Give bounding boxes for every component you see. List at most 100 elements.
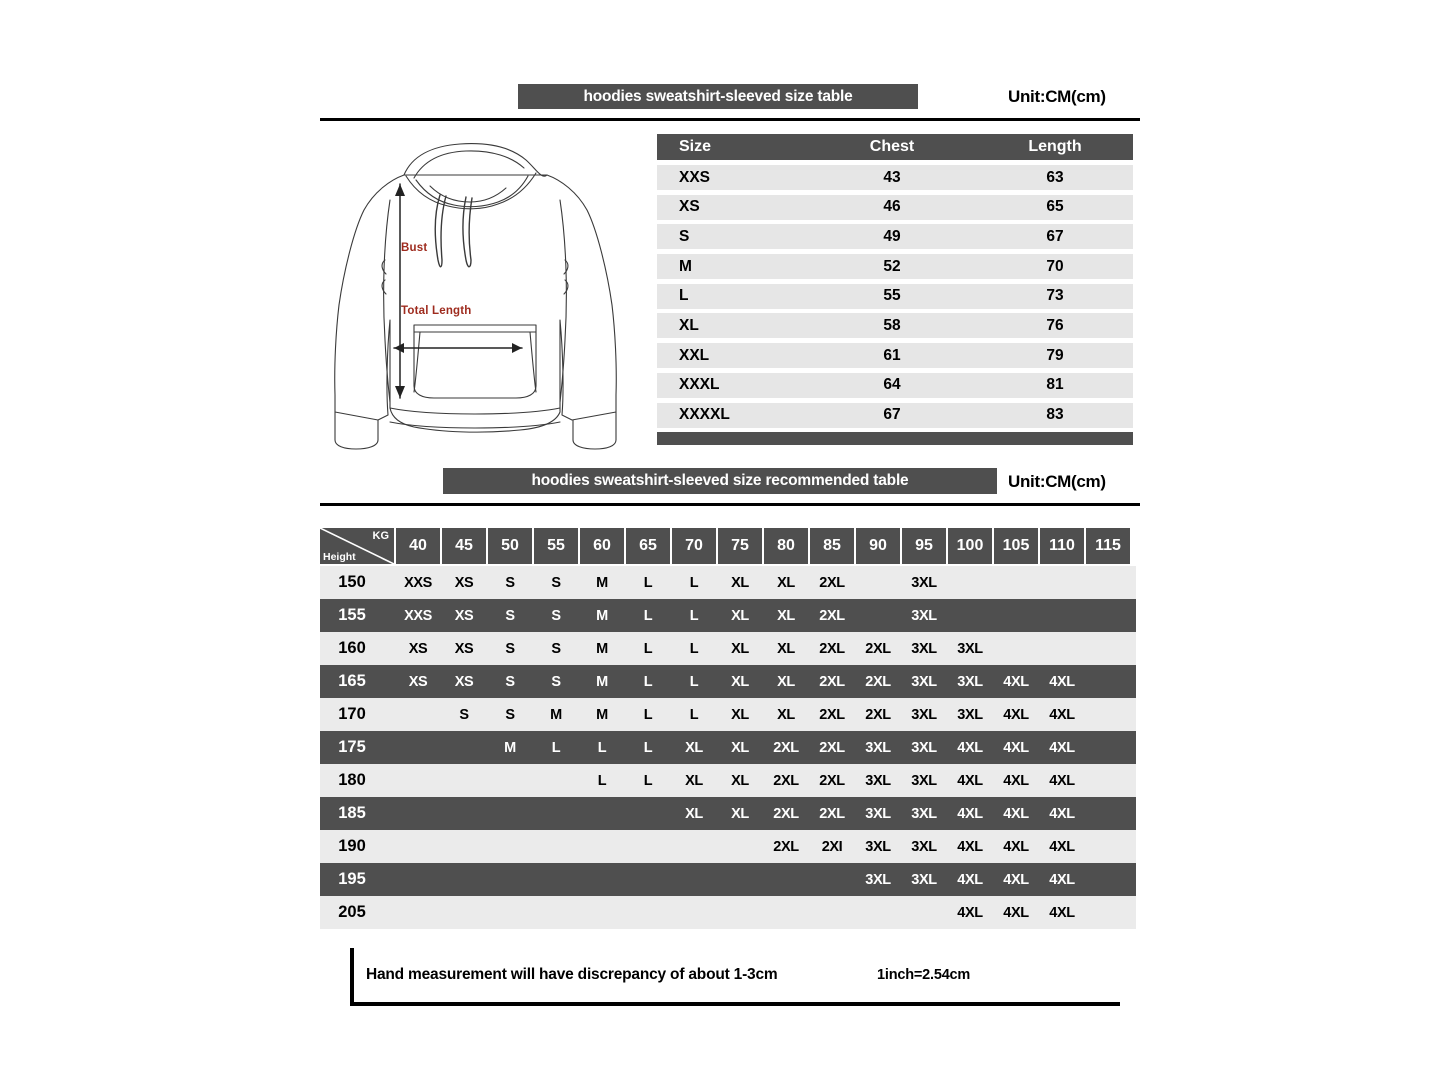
column-header-length: Length xyxy=(1028,138,1082,155)
cell-recommended-size: 2XL xyxy=(819,706,845,723)
table-row: 150 XXS XS S S M L L XL XL 2XL 3XL xyxy=(320,566,1136,599)
cell-recommended-size: 4XL xyxy=(1003,904,1029,921)
weight-column-header: 105 xyxy=(994,528,1038,564)
weight-column-header: 50 xyxy=(488,528,532,564)
cell-recommended-size: 2XL xyxy=(819,739,845,756)
cell-recommended-size: 4XL xyxy=(1003,673,1029,690)
cell-recommended-size: 4XL xyxy=(1049,772,1075,789)
cell-recommended-size: 3XL xyxy=(865,772,891,789)
weight-column-header: 65 xyxy=(626,528,670,564)
cell-recommended-size: 2XL xyxy=(819,772,845,789)
size-table-unit-label: Unit:CM(cm) xyxy=(1008,87,1106,106)
cell-size: XS xyxy=(679,198,700,216)
cell-chest: 55 xyxy=(883,287,901,305)
cell-size: XXS xyxy=(679,168,711,186)
cell-recommended-size: 2XL xyxy=(773,739,799,756)
height-row-label: 190 xyxy=(338,837,366,855)
cell-length: 81 xyxy=(1046,376,1064,394)
divider-rule-top xyxy=(320,118,1140,121)
cell-recommended-size: 3XL xyxy=(957,640,983,657)
cell-recommended-size: L xyxy=(643,673,653,690)
cell-recommended-size: L xyxy=(689,673,699,690)
weight-column-header: 115 xyxy=(1086,528,1130,564)
cell-chest: 64 xyxy=(883,376,901,394)
cell-recommended-size: 3XL xyxy=(911,805,937,822)
weight-column-header: 55 xyxy=(534,528,578,564)
footer-bracket-horizontal xyxy=(350,1002,1120,1006)
size-recommendation-table: KG Height 40 45 50 55 60 65 70 75 80 85 90 95 100 105… xyxy=(320,528,1136,929)
cell-recommended-size: 2XL xyxy=(819,574,845,591)
cell-length: 76 xyxy=(1046,316,1064,334)
cell-recommended-size: 2XL xyxy=(773,772,799,789)
size-table-body: XXS 43 63 XS 46 65 S 49 67 M 52 70 L 55 73 XL 58 76 XXL 61 7… xyxy=(657,165,1133,428)
cell-recommended-size: XL xyxy=(777,706,795,723)
cell-recommended-size: XL xyxy=(777,673,795,690)
cell-recommended-size: XS xyxy=(454,607,474,624)
axis-label-height: Height xyxy=(323,551,356,563)
cell-recommended-size: 3XL xyxy=(865,838,891,855)
cell-size: XL xyxy=(679,316,699,334)
cell-recommended-size: 2XL xyxy=(773,805,799,822)
axis-label-kg: KG xyxy=(372,530,390,542)
table-row: XS 46 65 xyxy=(657,194,1133,220)
table-row: 155 XXS XS S S M L L XL XL 2XL 3XL xyxy=(320,599,1136,632)
recommend-table-body: 150 XXS XS S S M L L XL XL 2XL 3XL 155 XXS XS S S M L L XL XL… xyxy=(320,566,1136,929)
total-length-measure-label: Total Length xyxy=(401,305,472,317)
divider-rule-middle xyxy=(320,503,1140,506)
size-table-footer-bar xyxy=(657,432,1133,446)
table-row: 195 3XL 3XL 4XL 4XL 4XL xyxy=(320,863,1136,896)
table-row: XXXL 64 81 xyxy=(657,372,1133,398)
height-row-label: 155 xyxy=(338,606,366,624)
cell-recommended-size: L xyxy=(643,574,653,591)
cell-recommended-size: XL xyxy=(685,772,703,789)
table-row: XL 58 76 xyxy=(657,313,1133,339)
cell-size: XXXL xyxy=(679,376,720,394)
cell-recommended-size: XL xyxy=(777,640,795,657)
table-row: XXL 61 79 xyxy=(657,343,1133,369)
cell-recommended-size: M xyxy=(504,739,516,756)
cell-recommended-size: 3XL xyxy=(911,772,937,789)
cell-chest: 58 xyxy=(883,316,901,334)
cell-recommended-size: 4XL xyxy=(1049,706,1075,723)
cell-recommended-size: M xyxy=(596,673,608,690)
cell-recommended-size: L xyxy=(597,772,607,789)
cell-chest: 67 xyxy=(883,406,901,423)
cell-recommended-size: 3XL xyxy=(911,673,937,690)
cell-recommended-size: 2XL xyxy=(773,838,799,855)
cell-recommended-size: 4XL xyxy=(1003,739,1029,756)
hoodie-illustration xyxy=(330,140,630,450)
table-row: L 55 73 xyxy=(657,283,1133,309)
size-table-header-row: Size Chest Length xyxy=(657,134,1133,160)
cell-recommended-size: S xyxy=(505,640,515,657)
cell-chest: 49 xyxy=(883,227,901,245)
table-row: 170 S S M M L L XL XL 2XL 2XL 3XL 3XL 4XL 4XL xyxy=(320,698,1136,731)
cell-recommended-size: S xyxy=(551,640,561,657)
table-row: 190 2XL 2XI 3XL 3XL 4XL 4XL 4XL xyxy=(320,830,1136,863)
cell-recommended-size: XS xyxy=(454,574,474,591)
cell-recommended-size: L xyxy=(689,607,699,624)
cell-length: 79 xyxy=(1046,346,1064,364)
cell-recommended-size: XS xyxy=(454,673,474,690)
cell-recommended-size: S xyxy=(459,706,469,723)
cell-recommended-size: XL xyxy=(731,739,749,756)
cell-recommended-size: 2XL xyxy=(819,607,845,624)
cell-recommended-size: 3XL xyxy=(865,871,891,888)
size-table-title-bar: hoodies sweatshirt-sleeved size table xyxy=(518,84,918,109)
cell-recommended-size: 4XL xyxy=(1003,805,1029,822)
bust-measure-label: Bust xyxy=(401,242,428,254)
cell-recommended-size: M xyxy=(550,706,562,723)
weight-column-header: 40 xyxy=(396,528,440,564)
cell-recommended-size: 2XI xyxy=(821,838,843,855)
cell-recommended-size: 3XL xyxy=(911,706,937,723)
cell-recommended-size: XL xyxy=(731,607,749,624)
cell-recommended-size: L xyxy=(643,607,653,624)
table-row: 180 L L XL XL 2XL 2XL 3XL 3XL 4XL 4XL 4XL xyxy=(320,764,1136,797)
weight-column-header: 60 xyxy=(580,528,624,564)
cell-recommended-size: 4XL xyxy=(1003,772,1029,789)
cell-recommended-size: 2XL xyxy=(819,640,845,657)
weight-column-header: 85 xyxy=(810,528,854,564)
footer-disclaimer-text: Hand measurement will have discrepancy o… xyxy=(366,966,778,983)
cell-recommended-size: M xyxy=(596,607,608,624)
cell-recommended-size: L xyxy=(689,706,699,723)
height-row-label: 195 xyxy=(338,870,366,888)
